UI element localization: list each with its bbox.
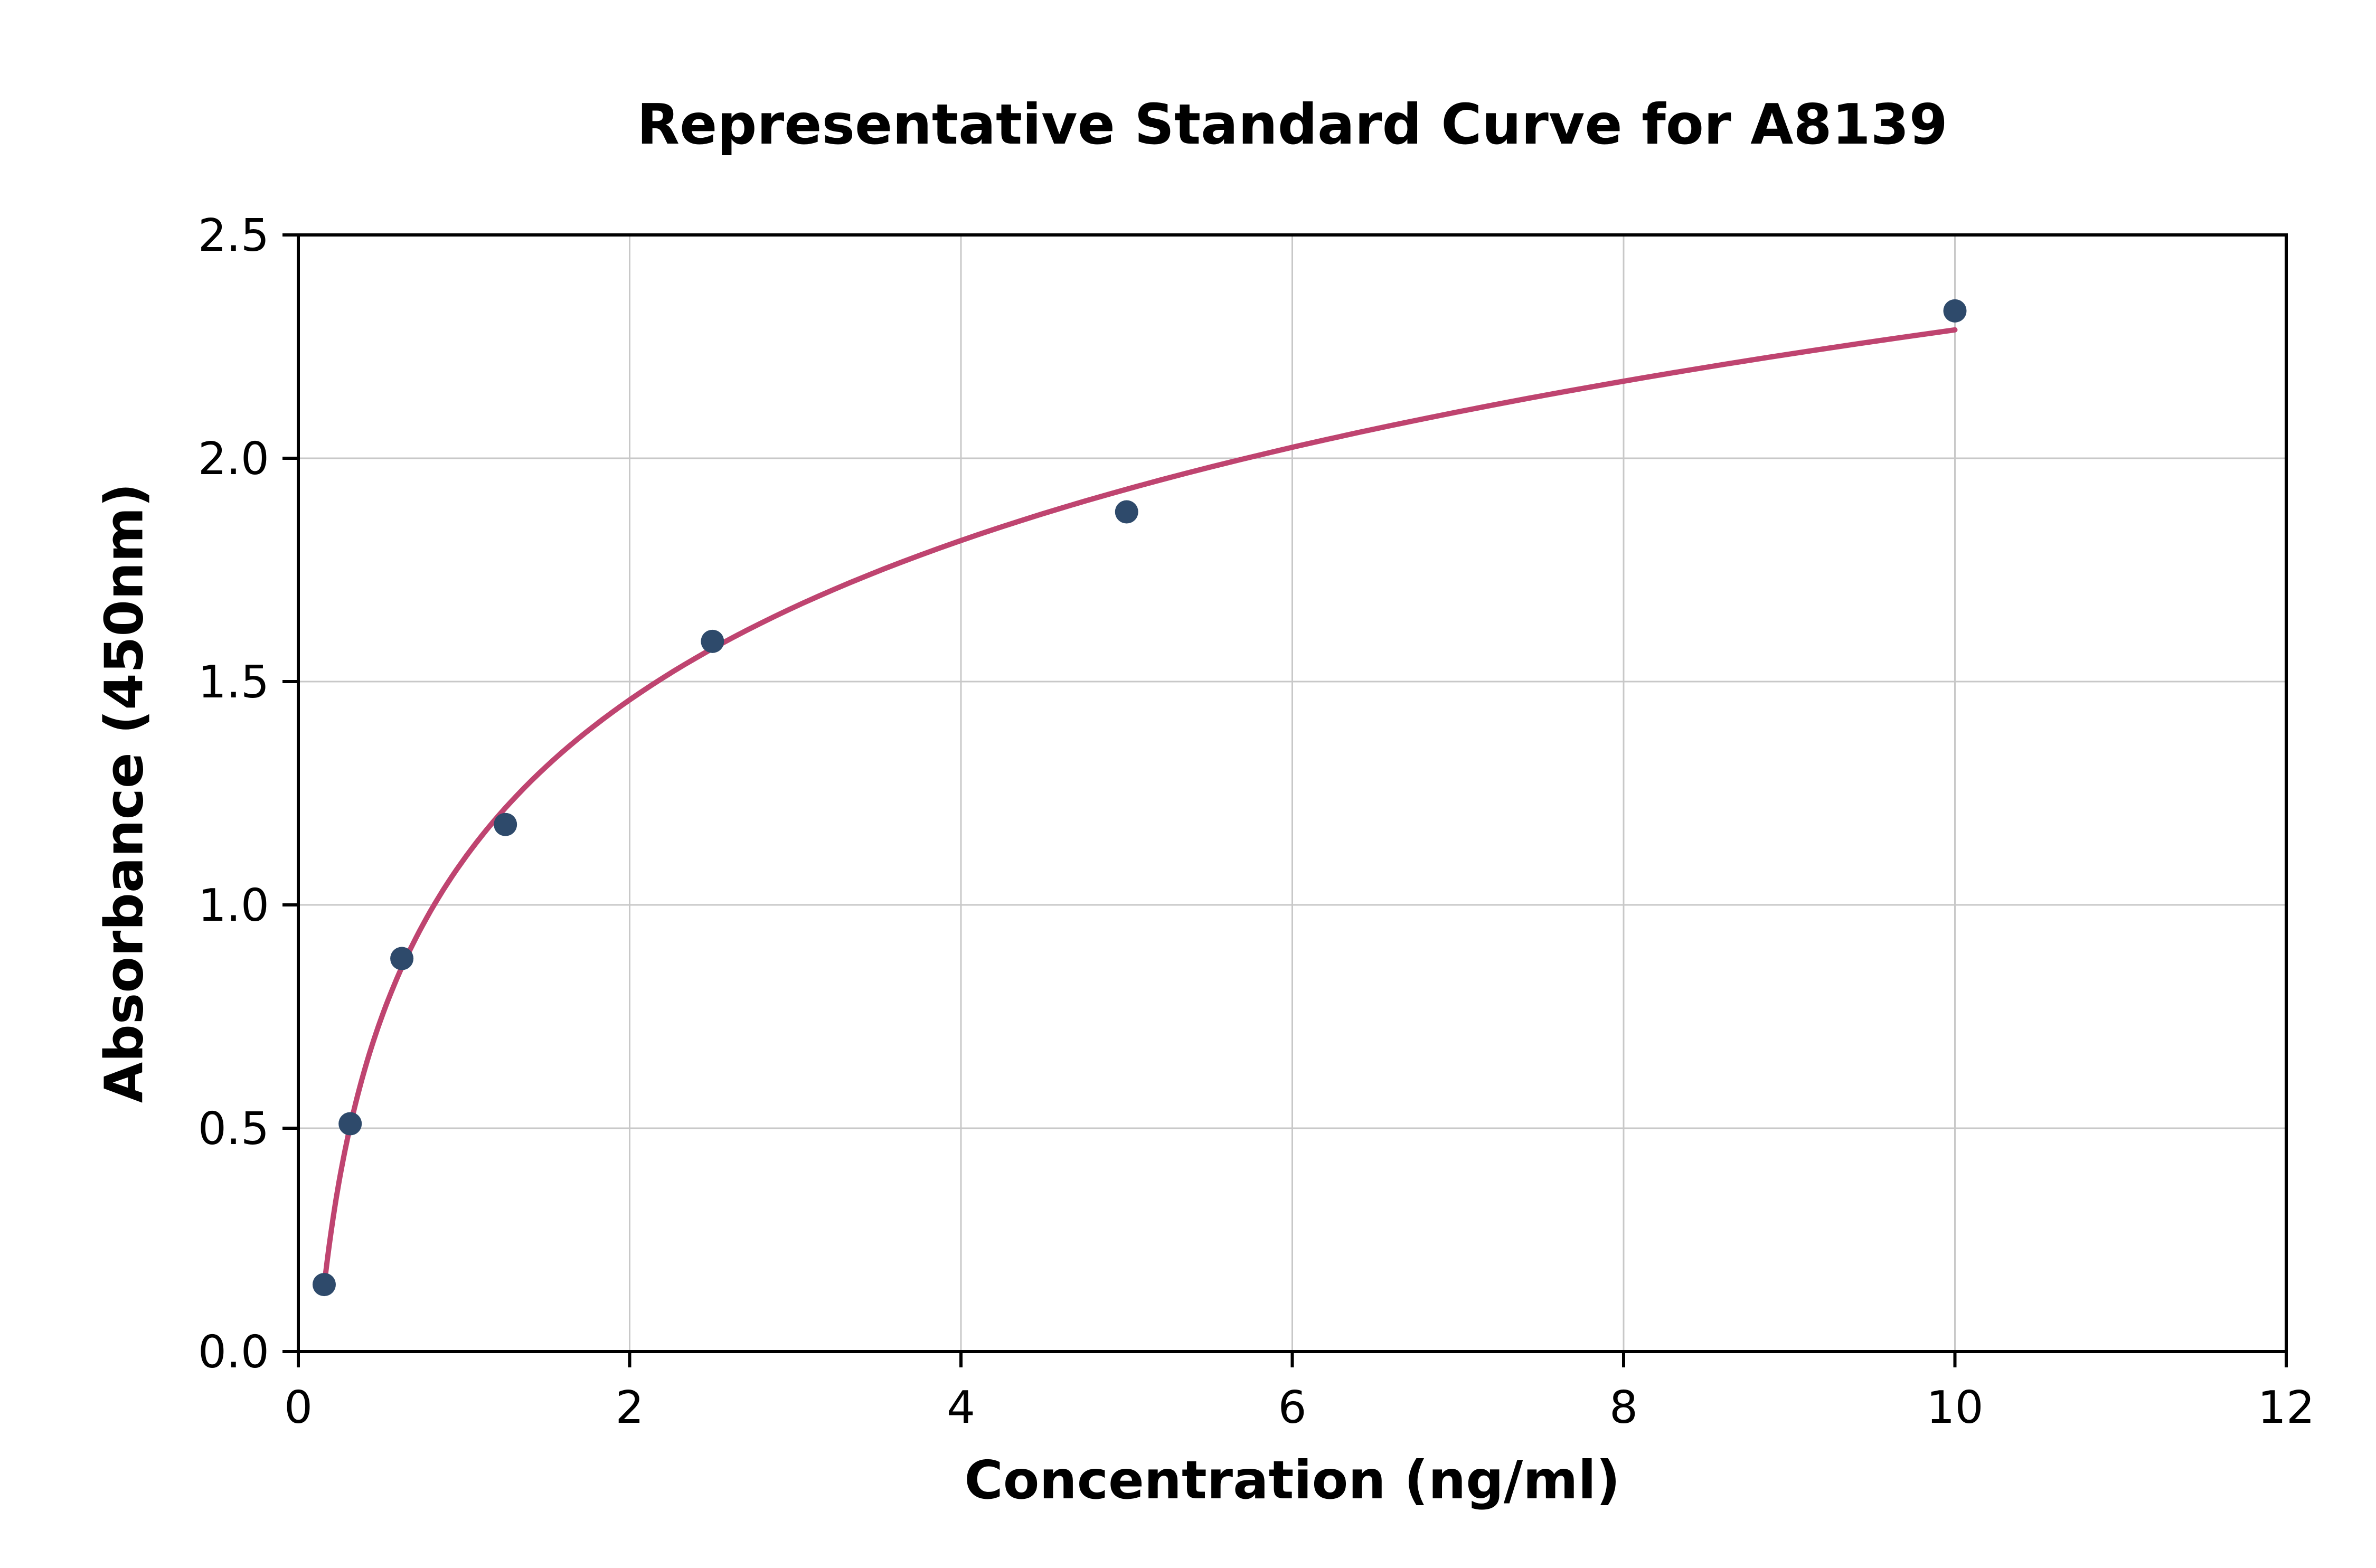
data-point-marker xyxy=(338,1112,362,1136)
y-axis-ticks: 0.0 0.5 1.0 1.5 2.0 2.5 xyxy=(198,210,298,1378)
x-axis-label: Concentration (ng/ml) xyxy=(964,1449,1620,1511)
x-tick-label: 12 xyxy=(2258,1382,2315,1434)
x-tick-label: 2 xyxy=(615,1382,644,1434)
y-tick-label: 1.0 xyxy=(198,880,269,932)
chart-title: Representative Standard Curve for A8139 xyxy=(637,92,1948,157)
data-points xyxy=(312,299,1967,1297)
x-tick-label: 0 xyxy=(284,1382,313,1434)
x-axis-ticks: 0 2 4 6 8 10 12 xyxy=(284,1352,2315,1434)
data-point-marker xyxy=(390,947,414,970)
y-tick-label: 0.5 xyxy=(198,1103,269,1155)
y-tick-label: 2.0 xyxy=(198,433,269,485)
data-point-marker xyxy=(494,813,517,836)
fit-curve xyxy=(321,327,1958,1289)
x-tick-label: 6 xyxy=(1278,1382,1306,1434)
data-point-marker xyxy=(701,629,724,653)
data-point-marker xyxy=(1943,299,1967,323)
data-point-marker xyxy=(312,1273,336,1297)
y-tick-label: 0.0 xyxy=(198,1326,269,1378)
x-tick-label: 8 xyxy=(1609,1382,1638,1434)
data-point-marker xyxy=(1115,500,1138,524)
x-tick-label: 10 xyxy=(1926,1382,1983,1434)
x-tick-label: 4 xyxy=(947,1382,975,1434)
y-tick-label: 1.5 xyxy=(198,656,269,709)
gridlines xyxy=(297,234,2287,1353)
y-tick-label: 2.5 xyxy=(198,210,269,262)
